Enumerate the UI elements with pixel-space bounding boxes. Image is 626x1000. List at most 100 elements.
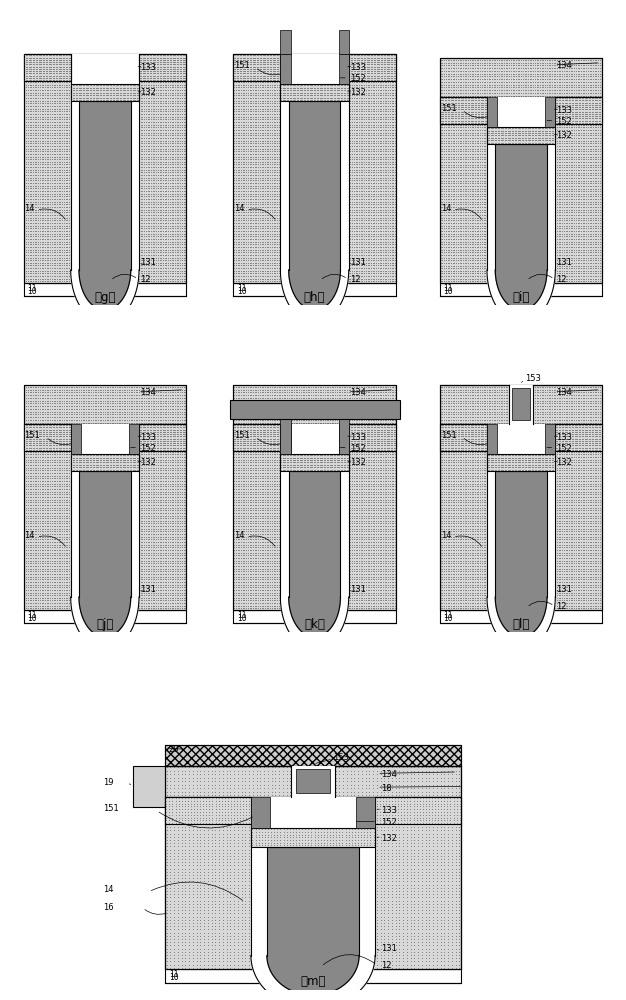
Point (240, 909, 250, 925)
Point (68, 268, 78, 284)
Point (541, 212, 552, 228)
Point (390, 473, 400, 489)
Point (274, 909, 284, 925)
Point (270, 68, 280, 84)
Point (62, 154, 72, 170)
Point (317, 90, 327, 106)
Point (528, 215, 538, 231)
Point (85, 170, 95, 186)
Point (180, 63, 190, 79)
Point (322, 835, 332, 851)
Point (352, 138, 362, 154)
Point (43, 117, 53, 133)
Point (338, 816, 348, 832)
Point (311, 566, 321, 582)
Point (555, 569, 565, 585)
Point (25, 431, 35, 447)
Point (248, 236, 258, 252)
Point (313, 449, 323, 465)
Point (222, 816, 232, 832)
Point (267, 457, 277, 473)
Point (267, 571, 277, 587)
Point (134, 441, 144, 457)
Point (257, 122, 267, 138)
Point (526, 436, 536, 452)
Point (466, 569, 476, 585)
Point (336, 87, 346, 103)
Point (289, 893, 299, 909)
Point (531, 577, 541, 593)
Point (503, 186, 513, 202)
Point (80, 271, 90, 287)
Point (252, 228, 262, 244)
Point (506, 68, 516, 84)
Point (567, 82, 577, 98)
Point (91, 452, 101, 468)
Point (90, 417, 100, 433)
Point (543, 244, 553, 260)
Point (349, 255, 359, 271)
Point (153, 143, 163, 159)
Point (597, 104, 607, 120)
Point (321, 80, 331, 96)
Point (269, 194, 279, 210)
Point (593, 66, 603, 82)
Point (325, 66, 335, 82)
Point (168, 598, 178, 614)
Point (175, 473, 185, 489)
Point (443, 436, 453, 452)
Point (153, 63, 163, 79)
Point (91, 563, 101, 579)
Point (316, 114, 326, 130)
Point (564, 110, 574, 126)
Point (73, 481, 83, 497)
Point (80, 92, 90, 108)
Point (510, 547, 520, 563)
Point (150, 539, 160, 555)
Point (105, 563, 115, 579)
Point (547, 462, 557, 478)
Point (299, 505, 309, 521)
Point (441, 115, 451, 131)
Point (526, 260, 536, 276)
Point (533, 420, 543, 436)
Point (246, 141, 256, 157)
Point (250, 70, 260, 86)
Point (124, 579, 134, 595)
Point (143, 515, 153, 531)
Point (141, 103, 151, 119)
Point (337, 462, 347, 478)
Point (280, 537, 290, 553)
Point (471, 149, 481, 165)
Point (482, 436, 492, 452)
Point (80, 247, 90, 263)
Point (337, 82, 347, 98)
Point (134, 428, 144, 444)
Point (132, 154, 142, 170)
Point (487, 470, 497, 486)
Point (81, 417, 91, 433)
Point (297, 500, 307, 516)
Point (583, 247, 593, 263)
Point (141, 154, 151, 170)
Point (106, 77, 116, 93)
Point (312, 806, 322, 822)
Point (269, 510, 279, 526)
Point (253, 531, 263, 547)
Point (296, 61, 306, 77)
Point (372, 428, 382, 444)
Point (210, 883, 220, 899)
Point (454, 228, 464, 244)
Point (562, 424, 572, 440)
Point (91, 122, 101, 138)
Point (207, 893, 217, 909)
Point (31, 484, 41, 500)
Point (299, 459, 309, 475)
Point (327, 395, 337, 411)
Point (113, 600, 123, 616)
Point (475, 117, 485, 133)
Point (85, 447, 95, 463)
Point (312, 921, 322, 937)
Point (520, 215, 530, 231)
Point (62, 85, 72, 101)
